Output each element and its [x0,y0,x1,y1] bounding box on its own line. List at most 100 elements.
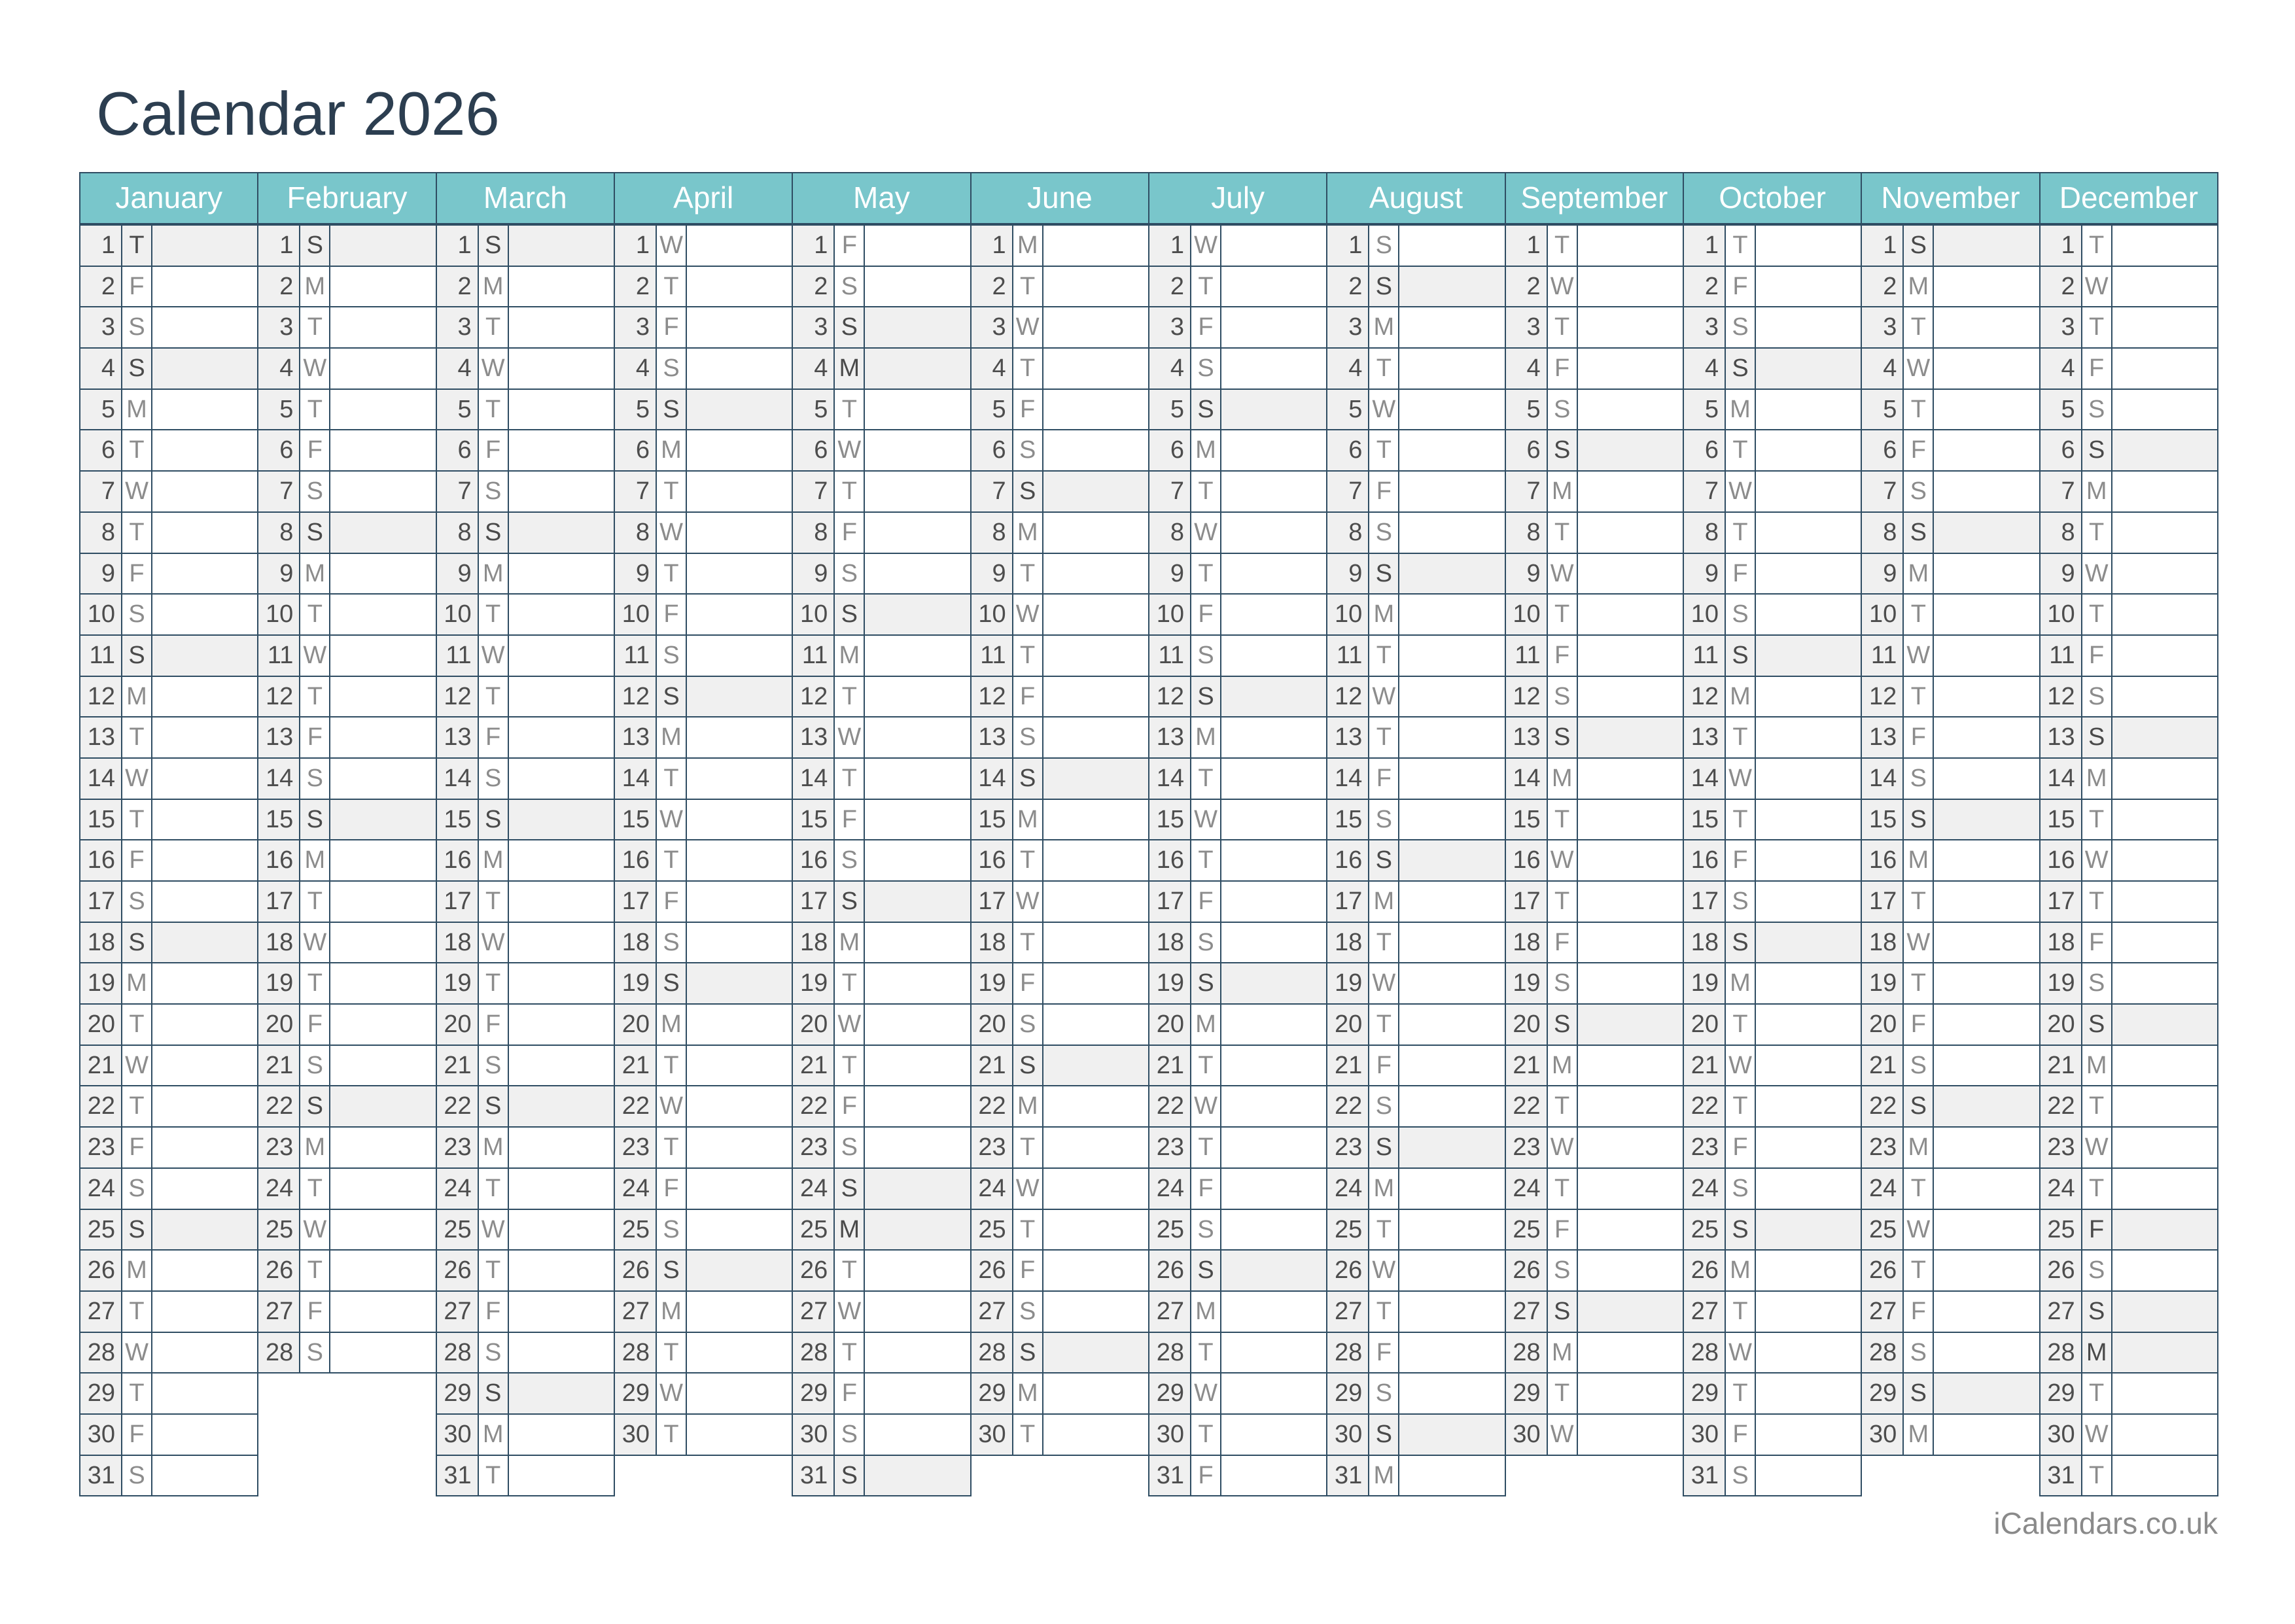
day-number-cell: 24 [2040,1168,2082,1209]
day-row: 13 T [1327,717,1505,759]
day-notes-cell [865,1045,970,1086]
day-notes-cell [508,840,614,880]
day-notes-cell [687,389,792,430]
day-letter-cell: W [1191,512,1221,553]
day-number-cell: 10 [971,595,1013,634]
day-notes-cell [508,430,614,471]
day-number-cell: 29 [1862,1373,1904,1413]
day-row: 10 S [1684,595,1861,636]
day-notes-cell [1043,472,1148,511]
day-row: 21 F [1327,1045,1505,1087]
day-letter-cell: S [1726,1168,1756,1209]
day-number-cell: 9 [1327,553,1370,594]
day-letter-cell: M [2082,758,2112,799]
day-notes-cell [330,266,436,307]
day-number-cell: 25 [971,1209,1013,1250]
day-letter-cell: S [657,389,687,430]
day-row: 19 W [1327,963,1505,1005]
day-row: 12 T [1862,676,2039,718]
day-number-cell: 8 [1505,512,1548,553]
day-number-cell: 13 [971,717,1013,757]
day-row: 12 F [971,676,1148,718]
day-letter-cell: W [478,922,509,963]
day-letter-cell: S [1191,963,1221,1004]
day-number-cell: 13 [436,717,479,757]
day-notes-cell [1399,1373,1505,1413]
month-column-february: February 1 S 2 M 3 T 4 W 5 T 6 F 7 S 8 S 9 M 10 T 11 W 12 T 13 F 14… [257,172,437,1374]
day-row: 22 T [1505,1086,1683,1128]
day-number-cell: 6 [1862,430,1904,471]
day-letter-cell: S [1726,349,1756,389]
day-letter-cell: S [835,1414,866,1455]
day-notes-cell [152,553,258,594]
day-number-cell: 21 [1149,1045,1191,1086]
day-number-cell: 13 [1327,717,1370,757]
day-number-cell: 9 [80,553,122,594]
day-number-cell: 3 [1505,307,1548,348]
day-row: 15 W [1149,799,1327,841]
day-letter-cell: S [2082,963,2112,1004]
day-row: 17 T [1862,882,2039,923]
day-row: 30 W [1505,1414,1683,1456]
day-notes-cell [1756,1251,1861,1290]
day-number-cell: 21 [1862,1045,1904,1086]
day-notes-cell [687,266,792,307]
month-column-july: July 1 W 2 T 3 F 4 S 5 S 6 M 7 T 8 W 9 T 10 F 11 S 12 S 13 M 14 T 15 W… [1148,172,1328,1497]
day-notes-cell [1756,349,1861,389]
day-row: 31 S [1684,1455,1861,1497]
day-notes-cell [1756,1128,1861,1167]
day-row: 10 F [615,595,792,636]
day-letter-cell: F [1904,717,1935,757]
day-row: 30 S [793,1414,970,1456]
day-notes-cell [1934,1414,2039,1455]
day-row: 18 S [1149,922,1327,964]
day-notes-cell [865,1455,970,1496]
day-notes-cell [1756,676,1861,717]
day-row: 19 T [436,963,614,1005]
day-row: 10 M [1327,595,1505,636]
day-notes-cell [152,1005,258,1045]
day-letter-cell: T [122,226,152,266]
day-letter-cell: S [657,1209,687,1250]
day-letter-cell: T [300,1168,331,1209]
day-row: 27 S [1505,1291,1683,1333]
day-number-cell: 19 [793,963,835,1004]
day-letter-cell: S [122,1168,152,1209]
day-letter-cell: T [300,963,331,1004]
day-letter-cell: T [2082,512,2112,553]
day-letter-cell: T [1013,349,1043,389]
day-number-cell: 28 [615,1332,657,1373]
day-letter-cell: W [2082,1128,2112,1167]
day-notes-cell [865,1291,970,1332]
day-number-cell: 22 [2040,1086,2082,1127]
day-row: 11 W [258,635,436,677]
day-letter-cell: T [1191,840,1221,880]
day-row: 27 T [1684,1291,1861,1333]
day-number-cell: 15 [1862,799,1904,840]
day-row: 19 T [793,963,970,1005]
day-row: 21 W [1684,1045,1861,1087]
day-number-cell: 1 [971,226,1013,266]
month-header: April [615,172,792,226]
day-letter-cell: S [835,595,866,634]
day-row: 22 T [80,1086,258,1128]
day-number-cell: 1 [1862,226,1904,266]
day-letter-cell: T [478,1168,509,1209]
day-number-cell: 25 [615,1209,657,1250]
day-notes-cell [1043,1414,1148,1455]
day-number-cell: 25 [1684,1209,1726,1250]
day-row: 19 F [971,963,1148,1005]
day-notes-cell [2112,922,2217,963]
day-letter-cell: S [1013,430,1043,471]
day-number-cell: 22 [615,1086,657,1127]
day-number-cell: 12 [1327,676,1370,717]
day-letter-cell: M [1013,512,1043,553]
day-letter-cell: F [478,1005,509,1045]
day-number-cell: 7 [615,472,657,511]
